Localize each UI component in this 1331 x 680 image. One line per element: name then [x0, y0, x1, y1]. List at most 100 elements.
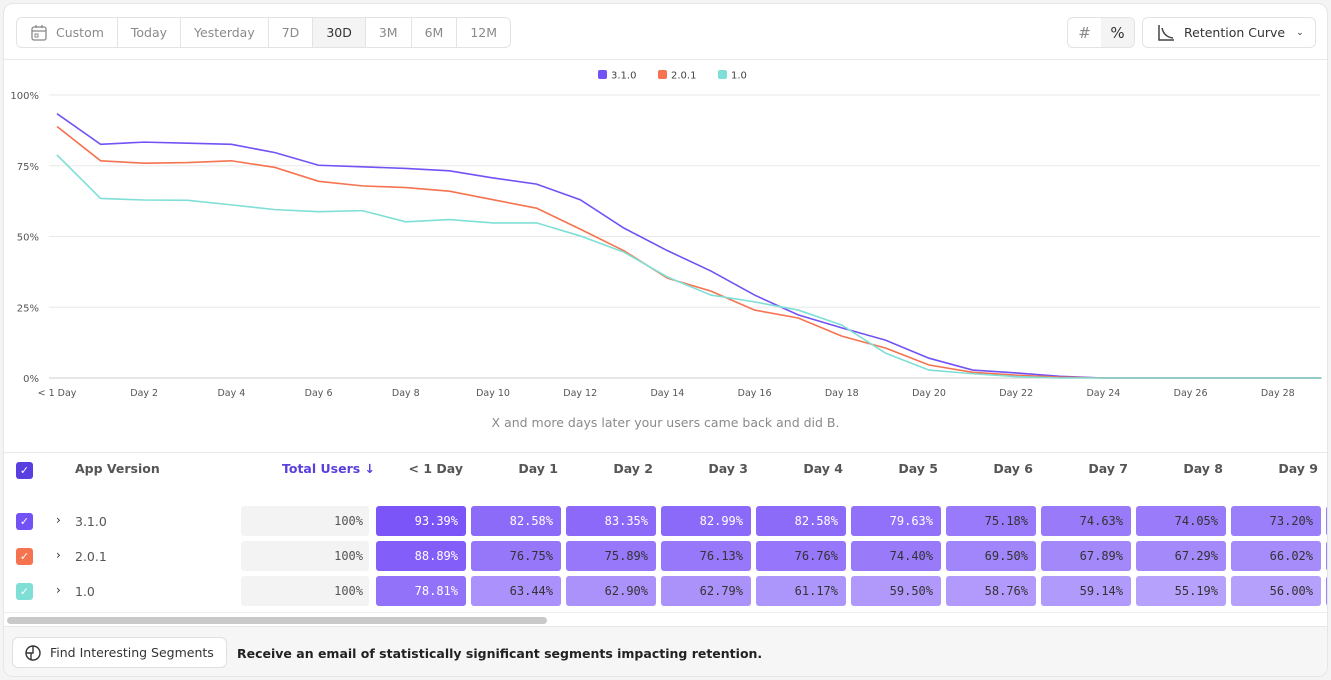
y-tick-label: 100% — [10, 91, 39, 102]
retention-cell[interactable]: 74.40% — [851, 541, 941, 571]
date-range-today[interactable]: Today — [118, 18, 182, 47]
toolbar: Custom Today Yesterday 7D 30D 3M 6M 12M # % Ret… — [4, 4, 1327, 60]
retention-cell[interactable]: 61.17% — [756, 576, 846, 606]
retention-cell[interactable]: 63.44% — [471, 576, 561, 606]
x-tick-label: Day 12 — [563, 388, 597, 399]
legend-swatch — [598, 70, 607, 79]
table-row: ✓ › 3.1.0 100% 93.39% 82.58% 83.35% 82.99% 82… — [4, 506, 1327, 538]
date-range-custom[interactable]: Custom — [17, 18, 118, 47]
legend-label[interactable]: 3.1.0 — [611, 71, 636, 82]
row-checkbox[interactable]: ✓ — [16, 513, 33, 530]
retention-cell[interactable]: 75.18% — [946, 506, 1036, 536]
retention-cell[interactable]: 62.90% — [566, 576, 656, 606]
retention-report: Custom Today Yesterday 7D 30D 3M 6M 12M # % Ret… — [3, 3, 1328, 677]
retention-cell[interactable]: 62.79% — [661, 576, 751, 606]
chevron-down-icon: ⌄ — [1296, 27, 1304, 38]
percent-toggle[interactable]: % — [1101, 18, 1134, 47]
x-tick-label: Day 6 — [305, 388, 333, 399]
select-all-checkbox[interactable]: ✓ — [16, 462, 33, 479]
retention-cell-partial — [1326, 506, 1327, 536]
column-day[interactable]: Day 9 — [1278, 461, 1318, 476]
date-range-label: 12M — [470, 25, 498, 40]
retention-cell[interactable]: 76.75% — [471, 541, 561, 571]
expand-chevron-icon[interactable]: › — [56, 513, 61, 527]
retention-cell[interactable]: 79.63% — [851, 506, 941, 536]
retention-cell[interactable]: 74.05% — [1136, 506, 1226, 536]
retention-cell[interactable]: 59.14% — [1041, 576, 1131, 606]
column-total-users[interactable]: Total Users ↓ — [282, 461, 375, 476]
x-tick-label: Day 22 — [999, 388, 1033, 399]
y-tick-label: 25% — [17, 303, 39, 314]
retention-cell[interactable]: 67.29% — [1136, 541, 1226, 571]
chart-type-label: Retention Curve — [1184, 25, 1286, 40]
chart-type-dropdown[interactable]: Retention Curve ⌄ — [1142, 17, 1316, 48]
retention-cell[interactable]: 78.81% — [376, 576, 466, 606]
date-range-yesterday[interactable]: Yesterday — [181, 18, 269, 47]
date-range-3m[interactable]: 3M — [366, 18, 412, 47]
retention-cell[interactable]: 76.76% — [756, 541, 846, 571]
column-app-version[interactable]: App Version — [75, 461, 160, 476]
column-day[interactable]: Day 5 — [898, 461, 938, 476]
retention-cell[interactable]: 82.99% — [661, 506, 751, 536]
series-line-1.0 — [56, 154, 1322, 379]
retention-cell[interactable]: 82.58% — [756, 506, 846, 536]
date-range-6m[interactable]: 6M — [412, 18, 458, 47]
table-row: ✓ › 2.0.1 100% 88.89% 76.75% 75.89% 76.13% 76… — [4, 541, 1327, 573]
date-range-label: Yesterday — [194, 25, 255, 40]
scrollbar-thumb[interactable] — [7, 617, 547, 624]
column-day[interactable]: Day 3 — [708, 461, 748, 476]
row-label: 2.0.1 — [75, 549, 107, 564]
retention-cell[interactable]: 66.02% — [1231, 541, 1321, 571]
retention-cell[interactable]: 76.13% — [661, 541, 751, 571]
y-tick-label: 75% — [17, 162, 39, 173]
column-day[interactable]: Day 2 — [613, 461, 653, 476]
x-tick-label: Day 8 — [392, 388, 420, 399]
retention-cell[interactable]: 59.50% — [851, 576, 941, 606]
x-tick-label: Day 26 — [1174, 388, 1208, 399]
expand-chevron-icon[interactable]: › — [56, 548, 61, 562]
date-range-label: 6M — [424, 25, 444, 40]
count-toggle[interactable]: # — [1078, 23, 1091, 42]
column-day[interactable]: < 1 Day — [408, 461, 463, 476]
x-tick-label: Day 10 — [476, 388, 510, 399]
retention-cell[interactable]: 55.19% — [1136, 576, 1226, 606]
x-tick-label: Day 18 — [825, 388, 859, 399]
column-day[interactable]: Day 6 — [993, 461, 1033, 476]
legend-label[interactable]: 1.0 — [731, 71, 747, 82]
column-day[interactable]: Day 4 — [803, 461, 843, 476]
date-range-label: 3M — [378, 25, 398, 40]
retention-cell-partial — [1326, 576, 1327, 606]
retention-cell[interactable]: 83.35% — [566, 506, 656, 536]
retention-cell[interactable]: 67.89% — [1041, 541, 1131, 571]
column-day[interactable]: Day 7 — [1088, 461, 1128, 476]
expand-chevron-icon[interactable]: › — [56, 583, 61, 597]
x-tick-label: Day 14 — [650, 388, 684, 399]
row-label: 3.1.0 — [75, 514, 107, 529]
retention-cell[interactable]: 93.39% — [376, 506, 466, 536]
retention-cell[interactable]: 75.89% — [566, 541, 656, 571]
footer-text: Receive an email of statistically signif… — [237, 646, 763, 661]
x-tick-label: Day 4 — [217, 388, 245, 399]
retention-cell[interactable]: 56.00% — [1231, 576, 1321, 606]
footer: Find Interesting Segments Receive an ema… — [4, 626, 1327, 676]
retention-cell[interactable]: 88.89% — [376, 541, 466, 571]
horizontal-scrollbar[interactable] — [4, 612, 1327, 626]
date-range-30d[interactable]: 30D — [313, 18, 366, 47]
row-checkbox[interactable]: ✓ — [16, 548, 33, 565]
total-users-cell: 100% — [241, 506, 369, 536]
retention-cell[interactable]: 73.20% — [1231, 506, 1321, 536]
column-day[interactable]: Day 1 — [518, 461, 558, 476]
legend-label[interactable]: 2.0.1 — [671, 71, 696, 82]
column-day[interactable]: Day 8 — [1183, 461, 1223, 476]
retention-cell[interactable]: 69.50% — [946, 541, 1036, 571]
x-tick-label: Day 28 — [1261, 388, 1295, 399]
retention-cell[interactable]: 58.76% — [946, 576, 1036, 606]
retention-cell[interactable]: 82.58% — [471, 506, 561, 536]
date-range-label: 7D — [281, 25, 300, 40]
retention-cell[interactable]: 74.63% — [1041, 506, 1131, 536]
date-range-12m[interactable]: 12M — [457, 18, 510, 47]
row-checkbox[interactable]: ✓ — [16, 583, 33, 600]
date-range-7d[interactable]: 7D — [269, 18, 314, 47]
total-users-cell: 100% — [241, 541, 369, 571]
find-interesting-segments-button[interactable]: Find Interesting Segments — [12, 637, 227, 668]
